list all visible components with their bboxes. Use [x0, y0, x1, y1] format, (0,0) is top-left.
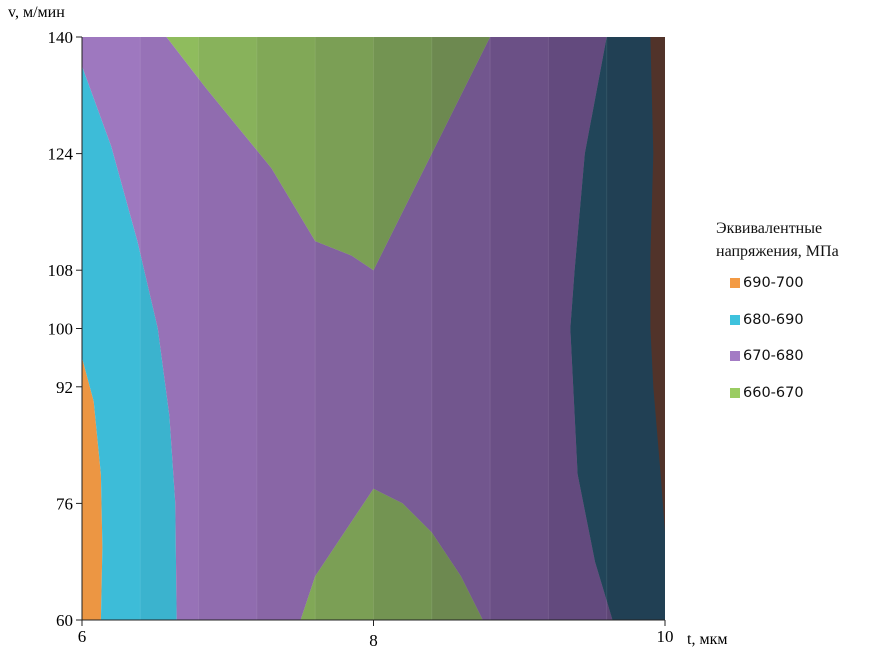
y-axis-label: v, м/мин: [8, 4, 65, 21]
shade-band: [548, 37, 607, 620]
x-tick-label: 10: [657, 627, 674, 646]
contour-region-680-690: [82, 66, 177, 620]
shade-band: [490, 37, 549, 620]
legend-items: 690-700 680-690 670-680 660-670: [716, 265, 886, 411]
legend-swatch: [730, 278, 740, 289]
legend-item: 670-680: [716, 338, 886, 375]
shade-band: [140, 37, 199, 620]
contour-regions: [82, 37, 665, 620]
contour-region-670-680: [82, 37, 613, 620]
contour-region-690-700: [82, 357, 103, 620]
legend-label: 660-670: [743, 384, 804, 401]
contour-region-660-670: [300, 488, 483, 620]
y-tick-label: 76: [56, 494, 73, 513]
x-tick-label: 6: [78, 627, 87, 646]
legend-swatch: [730, 351, 740, 362]
x-tick-label: 8: [369, 631, 378, 650]
shade-band: [431, 37, 491, 620]
axes: 60 76 92 100 108 124 140 6 8 10: [48, 28, 674, 650]
y-tick-label: 60: [56, 611, 73, 630]
legend-label: 680-690: [743, 311, 804, 328]
legend-swatch: [730, 314, 740, 325]
shade-band: [606, 37, 665, 620]
contour-region-660-670: [166, 37, 491, 271]
legend-label: 690-700: [743, 275, 804, 292]
shade-band: [373, 37, 432, 620]
shading-overlay: [82, 37, 665, 620]
y-tick-label: 140: [48, 28, 74, 47]
x-axis-label: t, мкм: [687, 631, 727, 648]
legend-item: 690-700: [716, 265, 886, 302]
y-tick-label: 124: [48, 145, 74, 164]
legend-item: 660-670: [716, 375, 886, 412]
legend: Эквивалентные напряжения, МПа 690-700 680…: [716, 217, 886, 411]
legend-swatch: [730, 387, 740, 398]
y-tick-label: 92: [56, 378, 73, 397]
legend-label: 670-680: [743, 348, 804, 365]
shade-band: [315, 37, 374, 620]
shade-band: [256, 37, 316, 620]
shade-band: [82, 37, 140, 620]
y-tick-label: 100: [48, 320, 74, 339]
y-tick-label: 108: [48, 261, 74, 280]
legend-item: 680-690: [716, 302, 886, 339]
legend-title: Эквивалентные напряжения, МПа: [716, 220, 839, 260]
shade-band: [198, 37, 257, 620]
